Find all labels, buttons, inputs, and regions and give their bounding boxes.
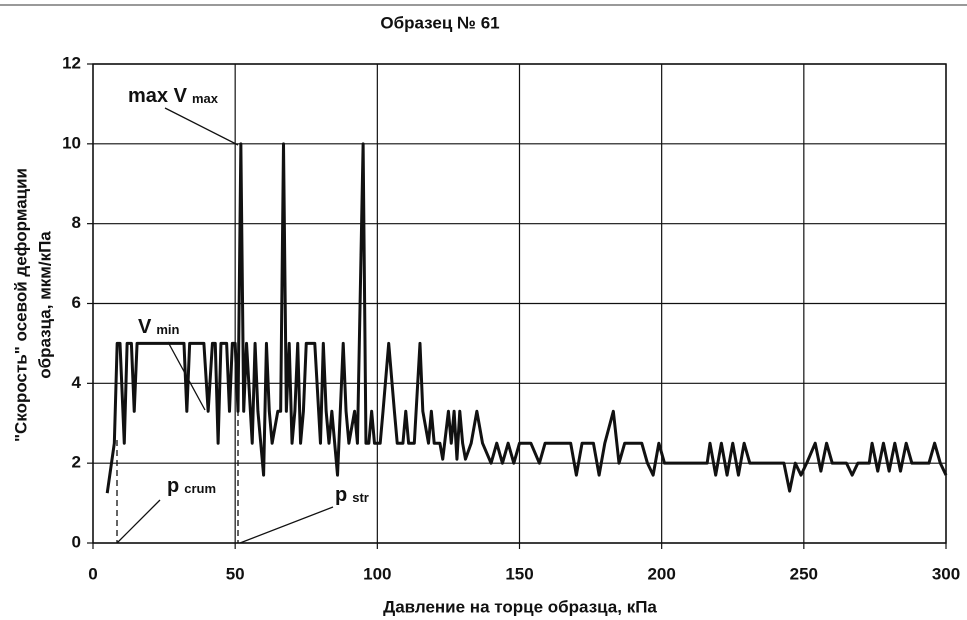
annotation-subscript: min (156, 322, 179, 337)
y-axis-label: "Скорость" осевой деформации (11, 168, 30, 442)
chart-title: Образец № 61 (380, 13, 499, 32)
annotation-text: max V (128, 85, 188, 107)
annotation-text: V (138, 316, 152, 338)
y-tick-label: 12 (62, 53, 81, 72)
x-tick-label: 250 (790, 564, 818, 583)
y-axis-label: образца, мкм/кПа (35, 231, 54, 379)
annotation-subscript: str (352, 490, 369, 505)
x-tick-label: 200 (647, 564, 675, 583)
x-tick-label: 150 (505, 564, 533, 583)
annotation-text: p (335, 484, 347, 506)
y-tick-label: 6 (72, 293, 81, 312)
y-tick-label: 0 (72, 532, 81, 551)
x-tick-label: 100 (363, 564, 391, 583)
x-tick-label: 50 (226, 564, 245, 583)
x-tick-label: 0 (88, 564, 97, 583)
y-tick-label: 4 (72, 373, 82, 392)
y-tick-label: 8 (72, 213, 81, 232)
y-tick-label: 10 (62, 133, 81, 152)
annotation: max V max (128, 85, 219, 107)
x-tick-label: 300 (932, 564, 960, 583)
y-tick-label: 2 (72, 453, 81, 472)
annotation-subscript: max (192, 91, 219, 106)
annotation: p crum (167, 475, 216, 497)
annotation-subscript: crum (184, 481, 216, 496)
x-axis-label: Давление на торце образца, кПа (383, 597, 657, 616)
annotation-text: p (167, 475, 179, 497)
data-line (105, 142, 948, 494)
annotation: p str (335, 484, 369, 506)
